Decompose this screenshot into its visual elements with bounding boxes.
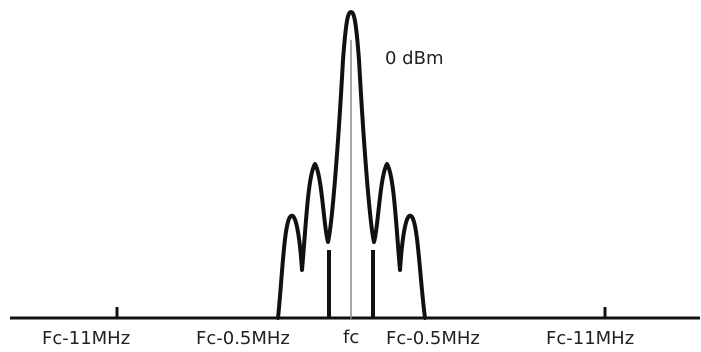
spectrum-envelope xyxy=(276,10,427,320)
axis-label-near-right: Fc-0.5MHz xyxy=(386,328,480,349)
peak-label: 0 dBm xyxy=(385,48,443,69)
axis-label-far-right: Fc-11MHz xyxy=(546,328,634,349)
axis-label-near-left: Fc-0.5MHz xyxy=(196,328,290,349)
axis-label-center: fc xyxy=(343,327,359,348)
axis-label-far-left: Fc-11MHz xyxy=(42,328,130,349)
